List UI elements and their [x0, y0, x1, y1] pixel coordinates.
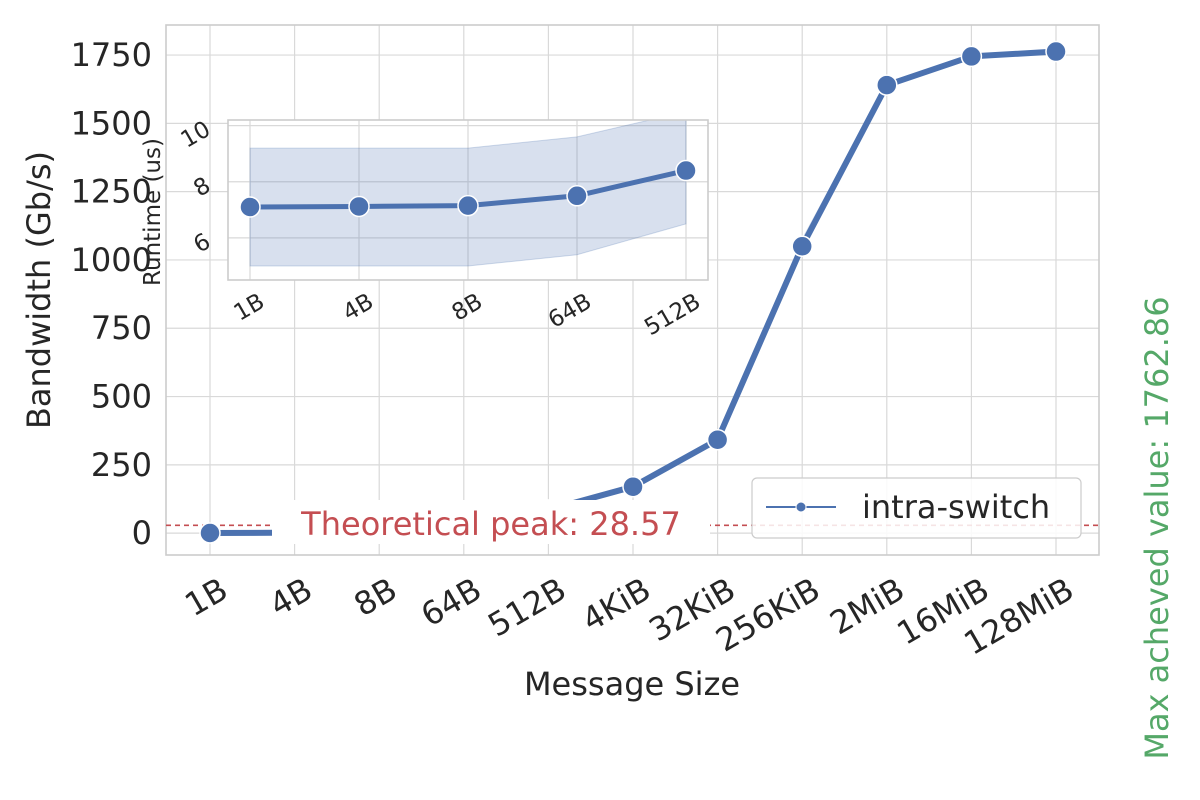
inset-series-marker	[566, 185, 588, 207]
theoretical-peak-label-bg	[272, 500, 710, 544]
inset-y-tick-label: 8	[189, 172, 215, 202]
y-axis-label: Bandwidth (Gb/s)	[20, 151, 58, 429]
inset-x-tick-label: 64B	[544, 289, 596, 334]
series-marker	[1045, 40, 1067, 63]
inset-series-marker	[239, 196, 261, 218]
series-marker	[791, 235, 813, 258]
inset-series-marker	[457, 194, 479, 217]
y-tick-label: 1750	[71, 36, 152, 74]
legend-marker-swatch	[795, 501, 807, 513]
axis-labels: Message Size Bandwidth (Gb/s) Runtime (u…	[20, 138, 1176, 760]
inset-x-tick-label: 1B	[230, 289, 269, 327]
series-marker	[706, 428, 729, 451]
inset-series-marker	[348, 195, 370, 218]
x-tick-label: 4KiB	[575, 570, 657, 639]
plot-frame	[165, 24, 1100, 556]
inset-y-tick-label: 10	[177, 116, 215, 153]
y-tick-label: 250	[91, 446, 152, 484]
inset-x-tick-label: 512B	[640, 289, 705, 341]
inset-y-tick-label: 6	[189, 229, 215, 259]
max-achieved-annotation: Max acheved value: 1762.86	[1138, 296, 1176, 759]
y-tick-label: 1250	[71, 173, 152, 211]
y-tick-label: 500	[91, 378, 152, 416]
runtime-inset-plot: 6 8 10 1B 4B 8B 64B 512B	[177, 116, 709, 341]
legend: intra-switch	[751, 477, 1082, 539]
x-tick-label: 8B	[348, 570, 404, 624]
inset-x-tick-label: 8B	[448, 289, 487, 327]
series-marker	[960, 45, 983, 68]
series-marker	[199, 522, 221, 544]
inset-x-tick-label: 4B	[339, 289, 378, 327]
y-tick-label: 1500	[71, 104, 152, 142]
y-tick-label: 1000	[71, 241, 152, 279]
x-tick-label: 512B	[481, 570, 572, 644]
series-marker	[622, 475, 644, 498]
x-tick-label: 4B	[263, 570, 319, 624]
x-tick-label: 64B	[415, 570, 488, 634]
legend-label-intra-switch: intra-switch	[862, 488, 1050, 526]
inset-frame	[227, 119, 709, 281]
y-tick-label: 750	[91, 309, 152, 347]
series-marker	[876, 74, 898, 96]
inset-y-axis-label: Runtime (us)	[140, 138, 166, 286]
inset-confidence-band	[249, 120, 687, 267]
legend-box	[751, 477, 1082, 539]
x-tick-label: 1B	[178, 570, 234, 624]
theoretical-peak-label: Theoretical peak: 28.57	[300, 505, 681, 543]
inset-series-marker	[675, 159, 697, 182]
x-axis-label: Message Size	[524, 665, 740, 703]
y-tick-label: 0	[132, 514, 152, 552]
